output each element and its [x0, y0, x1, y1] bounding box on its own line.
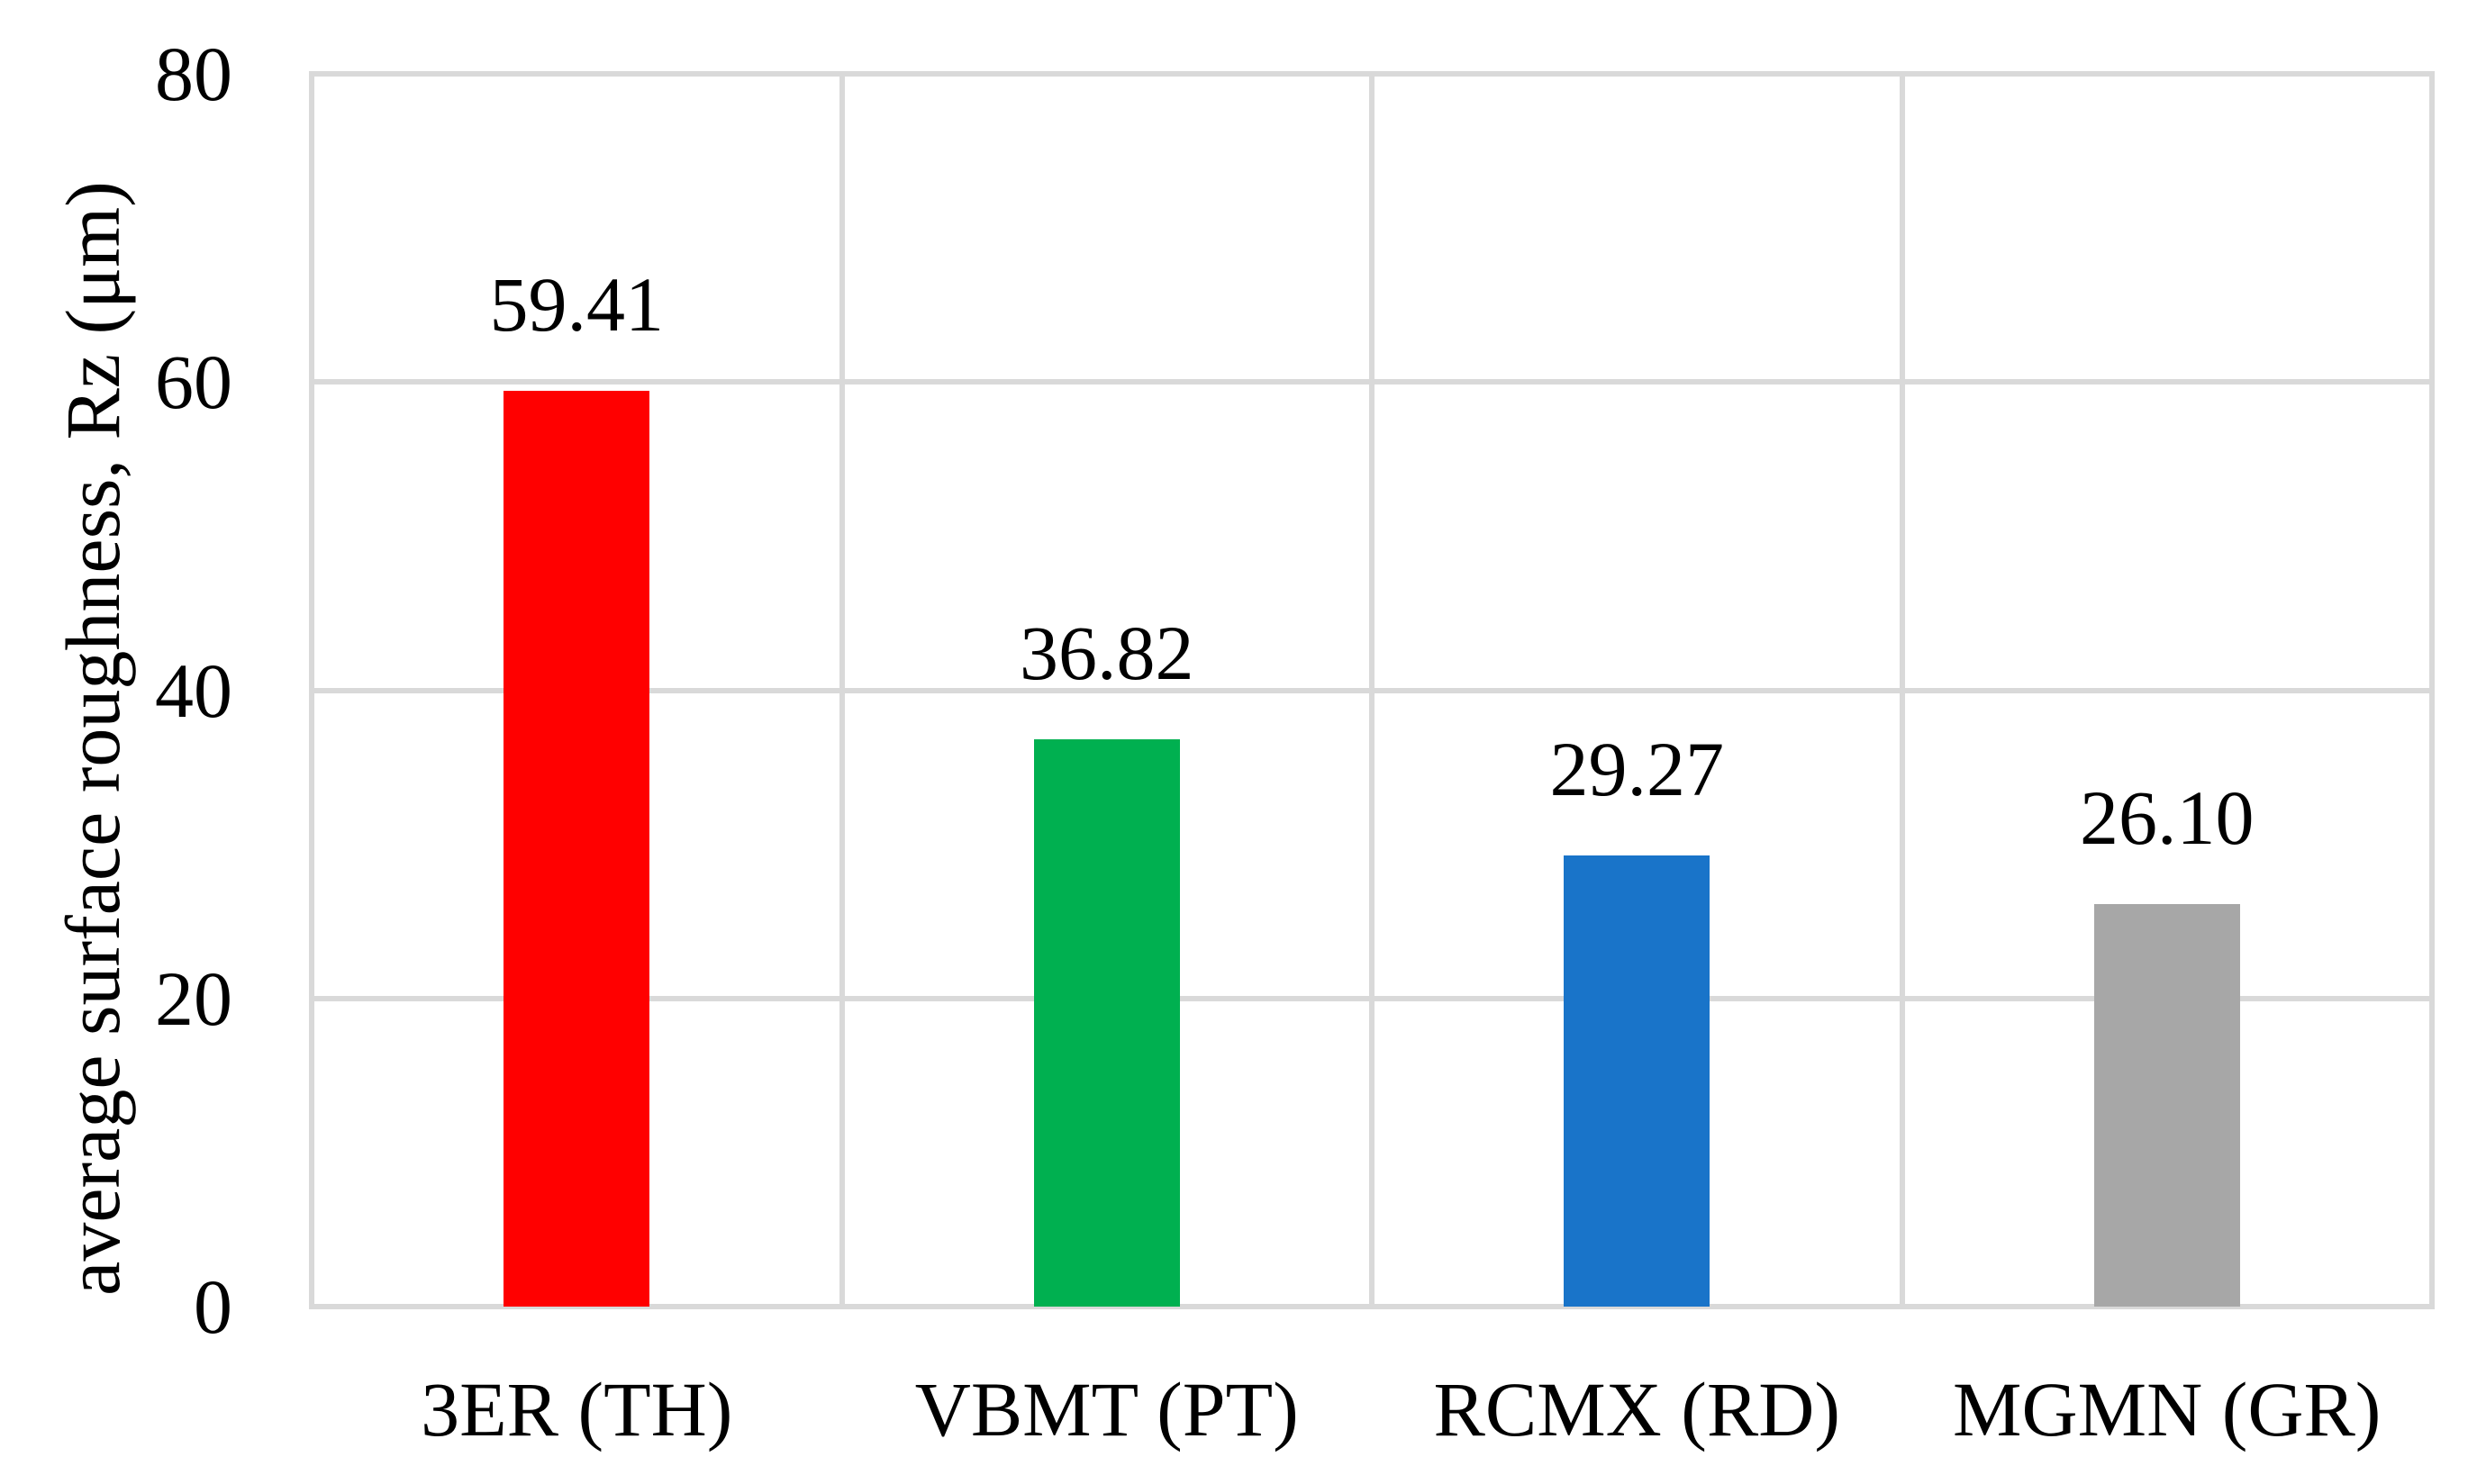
- value-label-rcmx-rd: 29.27: [1549, 726, 1725, 813]
- gridline-v-2: [1369, 74, 1375, 1307]
- bar-vbmt-pt: [1033, 738, 1180, 1307]
- y-tick-label-20: 20: [155, 955, 232, 1042]
- y-tick-label-80: 80: [155, 31, 232, 117]
- category-label-vbmt-pt: VBMT (PT): [914, 1366, 1299, 1452]
- y-tick-label-60: 60: [155, 339, 232, 426]
- value-label-mgmn-gr: 26.10: [2080, 774, 2255, 862]
- bar-3er-th: [504, 391, 650, 1307]
- category-label-rcmx-rd: RCMX (RD): [1433, 1366, 1841, 1452]
- category-label-mgmn-gr: MGMN (GR): [1953, 1366, 2382, 1452]
- value-label-vbmt-pt: 36.82: [1020, 609, 1194, 696]
- bar-rcmx-rd: [1564, 855, 1710, 1307]
- bar-mgmn-gr: [2093, 904, 2240, 1307]
- value-label-3er-th: 59.41: [489, 261, 665, 348]
- y-tick-label-0: 0: [194, 1263, 232, 1350]
- category-label-3er-th: 3ER (TH): [421, 1366, 733, 1452]
- gridline-v-1: [839, 74, 845, 1307]
- gridline-v-3: [1899, 74, 1905, 1307]
- y-tick-label-40: 40: [155, 647, 232, 734]
